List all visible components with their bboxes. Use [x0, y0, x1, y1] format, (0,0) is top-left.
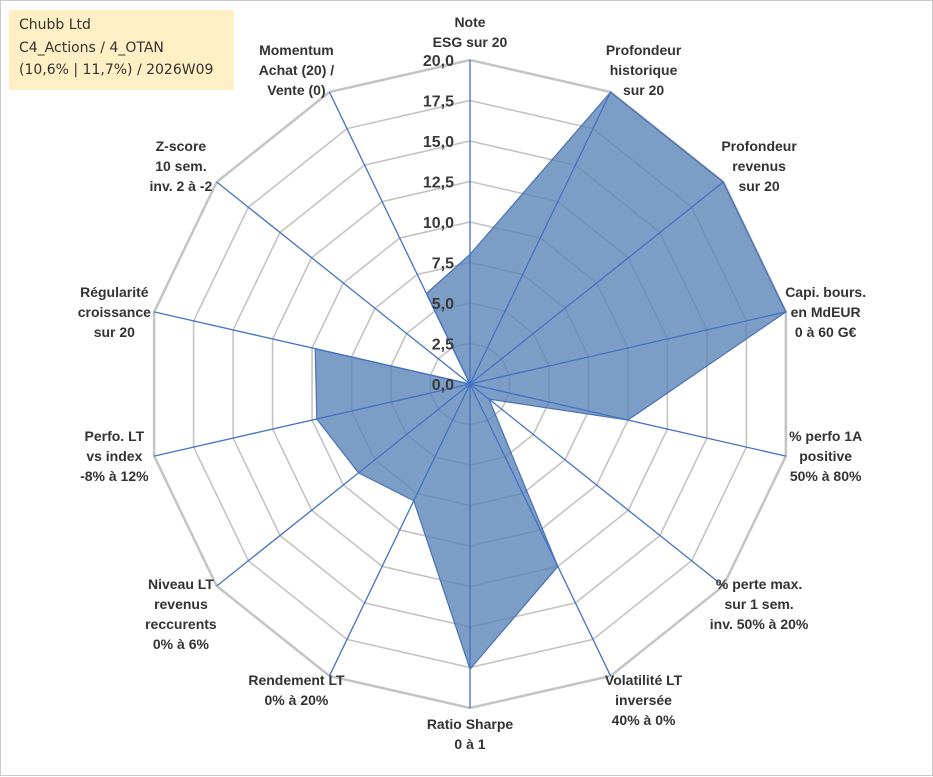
axis-label-line: revenus [732, 158, 786, 174]
axis-label-line: Niveau LT [148, 576, 214, 592]
tick-label: 0,0 [432, 377, 454, 394]
axis-label: Z-score 10 sem. inv. 2 à -2 [150, 138, 213, 194]
tick-label: 2,5 [432, 337, 454, 354]
tick-label: 7,5 [432, 256, 454, 273]
axis-label: Volatilité LT inversée 40% à 0% [605, 672, 683, 728]
axis-label-line: % perte max. [716, 576, 802, 592]
axis-label: Régularité croissance sur 20 [78, 284, 151, 340]
axis-label-line: Vente (0) [267, 82, 325, 98]
axis-label-line: Profondeur [721, 138, 797, 154]
chart-title-box: Chubb Ltd C4_Actions / 4_OTAN (10,6% | 1… [9, 10, 234, 90]
axis-label-line: 50% à 80% [790, 468, 862, 484]
axis-label-line: inv. 2 à -2 [150, 178, 213, 194]
axis-label: Profondeur historique sur 20 [606, 42, 682, 98]
category-label: C4_Actions / 4_OTAN [19, 37, 234, 60]
period-label: (10,6% | 11,7%) / 2026W09 [19, 59, 234, 82]
tick-label: 10,0 [423, 215, 454, 232]
axis-label-line: Perfo. LT [85, 428, 145, 444]
axis-label-line: Note [454, 14, 485, 30]
axis-label-line: Régularité [80, 284, 149, 300]
axis-label-line: 0 à 1 [454, 736, 485, 752]
axis-label-line: Momentum [259, 42, 334, 58]
axis-label-line: historique [610, 62, 678, 78]
axis-label-line: Ratio Sharpe [427, 716, 514, 732]
axis-label-line: Volatilité LT [605, 672, 683, 688]
axis-label: Perfo. LT vs index -8% à 12% [80, 428, 149, 484]
axis-label-line: sur 20 [738, 178, 779, 194]
tick-label: 5,0 [432, 296, 454, 313]
axis-label-line: inv. 50% à 20% [710, 616, 809, 632]
axis-label-line: Achat (20) / [259, 62, 335, 78]
axis-label-line: 10 sem. [155, 158, 206, 174]
axis-label-line: Rendement LT [248, 672, 345, 688]
axis-label: Momentum Achat (20) / Vente (0) [259, 42, 335, 98]
axis-label: Profondeur revenus sur 20 [721, 138, 797, 194]
axis-label-line: sur 20 [94, 324, 135, 340]
axis-label-line: en MdEUR [791, 304, 861, 320]
axis-spoke [217, 182, 470, 384]
axis-label-line: sur 20 [623, 82, 664, 98]
tick-label: 15,0 [423, 134, 454, 151]
tick-label: 12,5 [423, 175, 454, 192]
axis-label-line: sur 1 sem. [724, 596, 793, 612]
axis-label-line: % perfo 1A [789, 428, 862, 444]
company-name: Chubb Ltd [19, 14, 234, 37]
axis-label-line: 40% à 0% [612, 712, 676, 728]
axis-label: Rendement LT 0% à 20% [248, 672, 345, 708]
radar-tick-labels: 0,0 2,5 5,0 7,5 10,0 12,5 15,0 17,5 20,0 [423, 53, 454, 394]
axis-label: % perfo 1A positive 50% à 80% [789, 428, 862, 484]
axis-label: Niveau LT revenus reccurents 0% à 6% [145, 576, 217, 652]
axis-label-line: Capi. bours. [785, 284, 866, 300]
axis-label-line: 0 à 60 G€ [795, 324, 857, 340]
axis-label: % perte max. sur 1 sem. inv. 50% à 20% [710, 576, 809, 632]
axis-label-line: Z-score [156, 138, 207, 154]
axis-label-line: 0% à 20% [265, 692, 329, 708]
axis-label-line: vs index [86, 448, 142, 464]
axis-label: Capi. bours. en MdEUR 0 à 60 G€ [785, 284, 866, 340]
axis-label-line: positive [799, 448, 852, 464]
tick-label: 17,5 [423, 94, 454, 111]
axis-label: Note ESG sur 20 [433, 14, 508, 50]
axis-label-line: -8% à 12% [80, 468, 149, 484]
axis-label-line: inversée [615, 692, 672, 708]
axis-label-line: 0% à 6% [153, 636, 210, 652]
axis-label-line: croissance [78, 304, 151, 320]
axis-label-line: ESG sur 20 [433, 34, 508, 50]
tick-label: 20,0 [423, 53, 454, 70]
axis-label-line: reccurents [145, 616, 217, 632]
axis-label-line: Profondeur [606, 42, 682, 58]
axis-label: Ratio Sharpe 0 à 1 [427, 716, 514, 752]
axis-label-line: revenus [154, 596, 208, 612]
